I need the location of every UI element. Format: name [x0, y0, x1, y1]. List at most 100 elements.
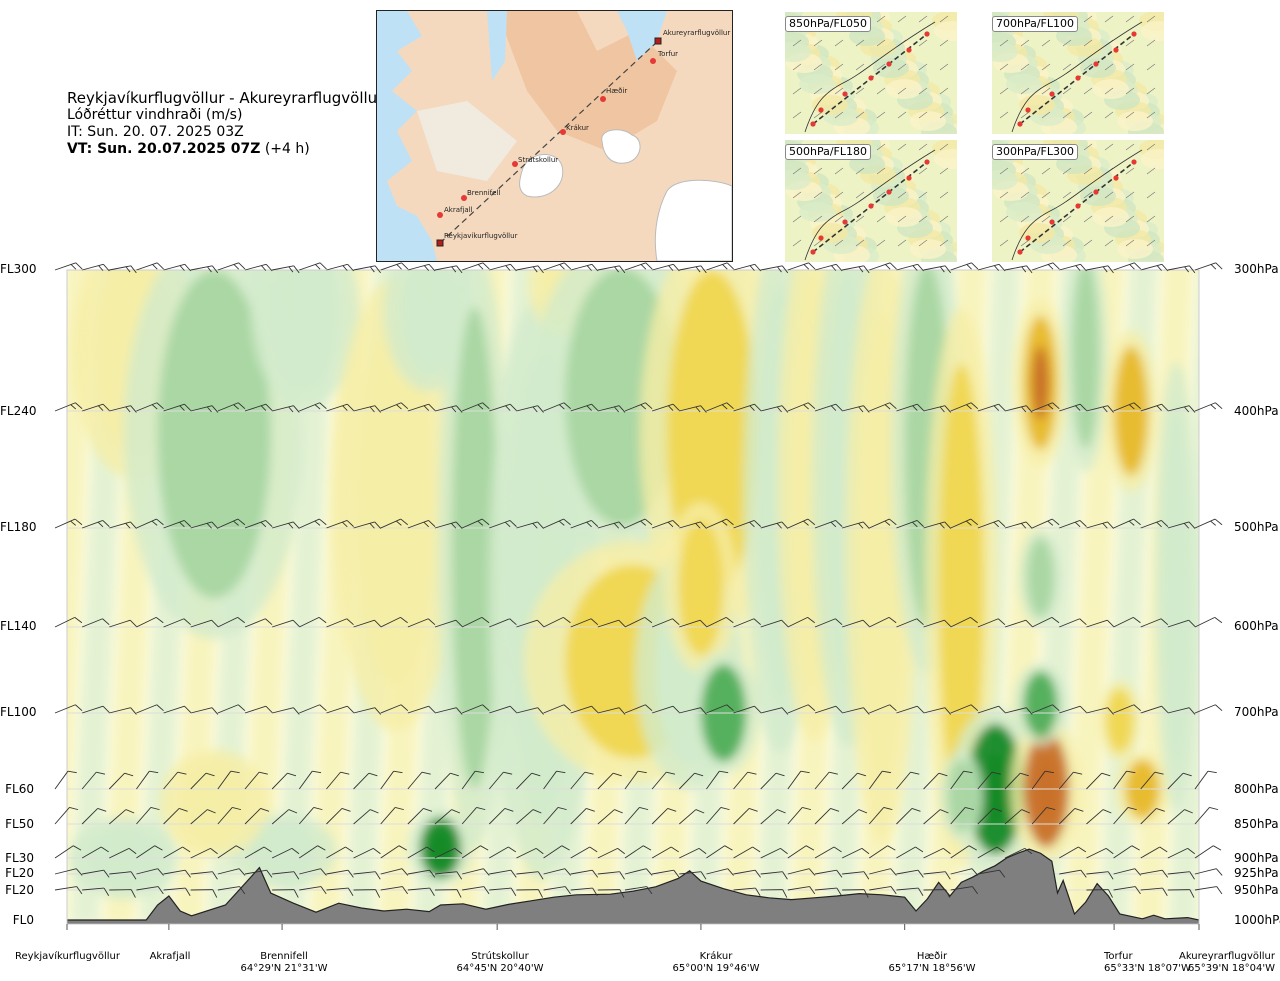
wind-barb [733, 887, 761, 896]
barb-flag [619, 265, 626, 274]
barb-flag [320, 886, 327, 895]
wind-barb [1059, 705, 1087, 714]
barb-staff [407, 520, 429, 529]
barb-staff [190, 772, 207, 790]
wind-barb [1167, 847, 1196, 859]
wind-barb [706, 845, 733, 859]
wind-cell-core [430, 831, 451, 865]
wind-barb [326, 520, 354, 529]
barb-flag [1024, 847, 1033, 855]
barb-flag [640, 404, 647, 410]
mini-barb [855, 239, 865, 247]
waypoint-marker [842, 91, 848, 97]
barb-staff [733, 869, 756, 875]
barb-flag [970, 402, 979, 410]
barb-flag [184, 264, 192, 272]
wind-barb [787, 845, 815, 859]
barb-flag [263, 846, 272, 853]
barb-staff [787, 845, 807, 859]
wind-barb [842, 619, 870, 628]
barb-staff [326, 808, 343, 825]
wind-barb [1031, 704, 1060, 714]
barb-flag [782, 871, 788, 880]
barb-flag [319, 402, 327, 410]
barb-staff [1086, 619, 1108, 628]
glacier-2 [519, 154, 564, 198]
wind-barb [1059, 846, 1087, 859]
wind-barb [1004, 809, 1031, 825]
barb-staff [380, 770, 395, 790]
barb-flag [695, 266, 701, 273]
barb-staff [434, 521, 457, 529]
barb-flag [1161, 264, 1169, 272]
vertical-wind-cells [69, 270, 1199, 900]
mini-barb [834, 39, 844, 47]
barb-staff [1140, 887, 1163, 891]
barb-staff [570, 771, 586, 790]
barb-staff [407, 705, 429, 714]
mini-barb [1083, 191, 1093, 199]
waypoint-marker [1049, 219, 1055, 225]
barb-staff [516, 809, 534, 825]
wind-barb [163, 618, 191, 628]
barb-flag [592, 887, 598, 896]
wind-barb [434, 707, 463, 715]
wind-barb [651, 771, 676, 790]
barb-flag [700, 265, 707, 274]
mini-barb [1041, 191, 1051, 199]
barb-staff [434, 405, 457, 412]
barb-staff [570, 808, 587, 825]
barb-staff [217, 402, 239, 412]
barb-staff [923, 809, 941, 825]
barb-staff [1086, 847, 1107, 859]
barb-staff [896, 771, 911, 790]
waypoint-marker [461, 195, 467, 201]
wind-barb [760, 809, 786, 825]
barb-flag [103, 869, 110, 878]
barb-staff [380, 704, 402, 714]
barb-staff [217, 886, 240, 891]
wind-barb [570, 771, 594, 790]
barb-staff [1113, 770, 1127, 790]
barb-flag [75, 262, 83, 270]
barb-flag [970, 616, 978, 624]
mini-barb [876, 191, 886, 199]
wind-barb [624, 518, 653, 529]
mini-barb [1125, 239, 1135, 247]
barb-staff [380, 402, 402, 412]
wind-barb [1058, 808, 1084, 825]
barb-staff [1167, 847, 1188, 859]
barb-flag [1025, 521, 1033, 529]
barb-staff [1086, 265, 1109, 271]
downdraft-cell [1106, 688, 1134, 753]
barb-flag [1107, 707, 1114, 715]
barb-staff [624, 704, 646, 714]
barb-flag [619, 889, 625, 898]
field-patch [873, 58, 909, 78]
barb-flag [749, 521, 755, 528]
barb-staff [733, 263, 755, 271]
wind-barb [923, 265, 951, 274]
barb-staff [54, 616, 75, 628]
wind-barb [706, 770, 729, 790]
barb-staff [489, 705, 511, 714]
barb-staff [923, 871, 946, 875]
barb-flag [863, 707, 870, 715]
barb-staff [163, 403, 185, 412]
barb-staff [380, 616, 401, 628]
barb-staff [842, 871, 865, 875]
wind-barb [842, 889, 869, 898]
waypoint-marker [1113, 175, 1119, 181]
barb-staff [217, 868, 240, 875]
barb-flag [374, 265, 381, 274]
waypoint-marker [437, 212, 443, 218]
fl-label: FL30 [5, 851, 34, 865]
barb-staff [624, 518, 646, 529]
barb-staff [896, 263, 918, 271]
wind-barb [814, 808, 840, 825]
hpa-label: 925hPa [1234, 866, 1279, 880]
mini-barb [855, 87, 865, 95]
barb-flag [76, 868, 83, 876]
mini-barb [918, 167, 928, 175]
barb-staff [244, 403, 267, 412]
